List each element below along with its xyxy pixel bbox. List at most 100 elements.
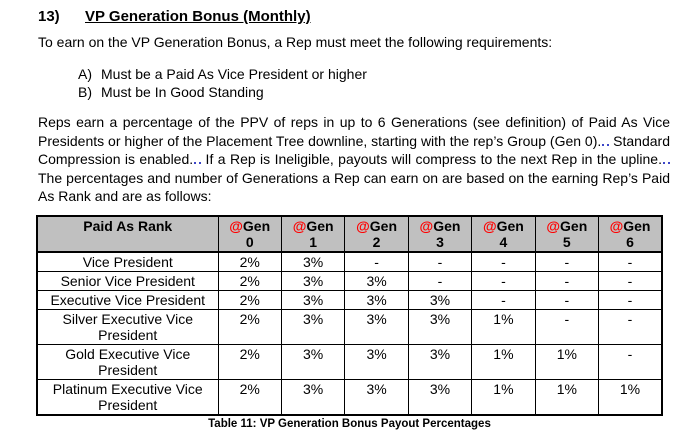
requirement-item: A) Must be a Paid As Vice President or hi… [78, 65, 670, 83]
value-cell: - [534, 251, 600, 272]
rank-cell: Senior Vice President [36, 270, 219, 291]
table-row: Executive Vice President 2% 3% 3% 3% - -… [36, 289, 663, 310]
value-cell: 3% [344, 343, 409, 380]
value-cell: - [598, 308, 663, 345]
at-icon: @ [292, 217, 307, 234]
table-row: Platinum Executive Vice President 2% 3% … [36, 378, 663, 415]
heading-title: VP Generation Bonus (Monthly) [85, 8, 311, 25]
value-cell: 2% [217, 343, 282, 380]
value-cell: 3% [280, 289, 346, 310]
at-icon: @ [482, 217, 497, 234]
value-cell: 2% [217, 251, 282, 272]
value-cell: 2% [217, 270, 282, 291]
value-cell: - [598, 289, 663, 310]
gen-word: Gen [306, 217, 334, 234]
table-header-row: Paid As Rank @Gen 0 @Gen 1 @Gen 2 @Gen 3 @Ge… [36, 215, 663, 253]
value-cell: - [407, 251, 473, 272]
value-cell: 2% [217, 378, 282, 415]
proofing-mark-icon [194, 160, 202, 164]
value-cell: - [598, 251, 663, 272]
gen-column-header-3: @Gen 3 [407, 215, 473, 253]
proofing-mark-icon [662, 160, 670, 164]
rank-cell: Silver Executive Vice President [36, 308, 219, 345]
requirement-label: A) [78, 66, 92, 82]
value-cell: 3% [407, 308, 473, 345]
requirement-text: Must be In Good Standing [101, 84, 264, 100]
value-cell: - [471, 270, 536, 291]
gen-column-header-5: @Gen 5 [534, 215, 600, 253]
gen-word: Gen [496, 217, 524, 234]
gen-number: 2 [372, 233, 381, 250]
value-cell: 3% [280, 270, 346, 291]
at-icon: @ [546, 217, 561, 234]
value-cell: 3% [280, 378, 346, 415]
rank-cell: Gold Executive Vice President [36, 343, 219, 380]
value-cell: 3% [344, 308, 409, 345]
intro-paragraph: To earn on the VP Generation Bonus, a Re… [38, 34, 553, 50]
value-cell: 3% [344, 378, 409, 415]
gen-number: 5 [562, 233, 571, 250]
value-cell: 1% [534, 343, 600, 380]
requirement-text: Must be a Paid As Vice President or high… [101, 66, 367, 82]
value-cell: 3% [280, 251, 346, 272]
value-cell: 2% [217, 308, 282, 345]
proofing-mark-icon [602, 142, 610, 146]
gen-number: 3 [436, 233, 444, 250]
gen-word: Gen [560, 217, 588, 234]
at-icon: @ [609, 217, 624, 234]
value-cell: - [471, 251, 536, 272]
at-icon: @ [356, 217, 370, 234]
value-cell: - [534, 308, 600, 345]
rank-cell: Executive Vice President [36, 289, 219, 310]
value-cell: 3% [344, 270, 409, 291]
value-cell: 3% [407, 378, 473, 415]
rank-cell: Platinum Executive Vice President [36, 378, 219, 415]
table-caption: Table 11: VP Generation Bonus Payout Per… [208, 417, 491, 430]
value-cell: 3% [280, 308, 346, 345]
value-cell: 3% [280, 343, 346, 380]
table-row: Gold Executive Vice President 2% 3% 3% 3… [36, 343, 663, 380]
value-cell: - [598, 343, 663, 380]
requirement-item: B) Must be In Good Standing [78, 83, 670, 101]
gen-column-header-4: @Gen 4 [471, 215, 536, 253]
value-cell: 3% [344, 289, 409, 310]
value-cell: 1% [598, 378, 663, 415]
value-cell: - [471, 289, 536, 310]
value-cell: 1% [471, 378, 536, 415]
value-cell: 3% [407, 343, 473, 380]
table-row: Senior Vice President 2% 3% 3% - - - - [36, 270, 663, 291]
gen-number: 4 [499, 233, 508, 250]
rank-cell: Vice President [36, 251, 219, 272]
section-heading: 13) VP Generation Bonus (Monthly) [38, 8, 670, 25]
value-cell: - [344, 251, 409, 272]
value-cell: 3% [407, 289, 473, 310]
gen-column-header-0: @Gen 0 [217, 215, 282, 253]
value-cell: - [534, 289, 600, 310]
heading-number: 13) [38, 8, 60, 25]
payout-table: Paid As Rank @Gen 0 @Gen 1 @Gen 2 @Gen 3 @Ge… [36, 214, 663, 416]
requirement-label: B) [78, 84, 92, 100]
gen-word: Gen [433, 217, 461, 234]
gen-column-header-6: @Gen 6 [598, 215, 663, 253]
at-icon: @ [229, 217, 243, 234]
at-icon: @ [419, 217, 434, 234]
gen-number: 0 [245, 233, 254, 250]
gen-column-header-2: @Gen 2 [344, 215, 409, 253]
gen-word: Gen [623, 217, 651, 234]
value-cell: 1% [471, 308, 536, 345]
value-cell: - [407, 270, 473, 291]
gen-word: Gen [242, 217, 271, 234]
body-paragraph: Reps earn a percentage of the PPV of rep… [38, 114, 670, 204]
table-row: Silver Executive Vice President 2% 3% 3%… [36, 308, 663, 345]
value-cell: - [598, 270, 663, 291]
value-cell: - [534, 270, 600, 291]
value-cell: 1% [471, 343, 536, 380]
gen-number: 6 [626, 233, 634, 250]
requirements-list: A) Must be a Paid As Vice President or hi… [78, 65, 670, 101]
value-cell: 1% [534, 378, 600, 415]
table-row: Vice President 2% 3% - - - - - [36, 251, 663, 272]
rank-column-header: Paid As Rank [36, 215, 219, 253]
gen-column-header-1: @Gen 1 [280, 215, 346, 253]
value-cell: 2% [217, 289, 282, 310]
